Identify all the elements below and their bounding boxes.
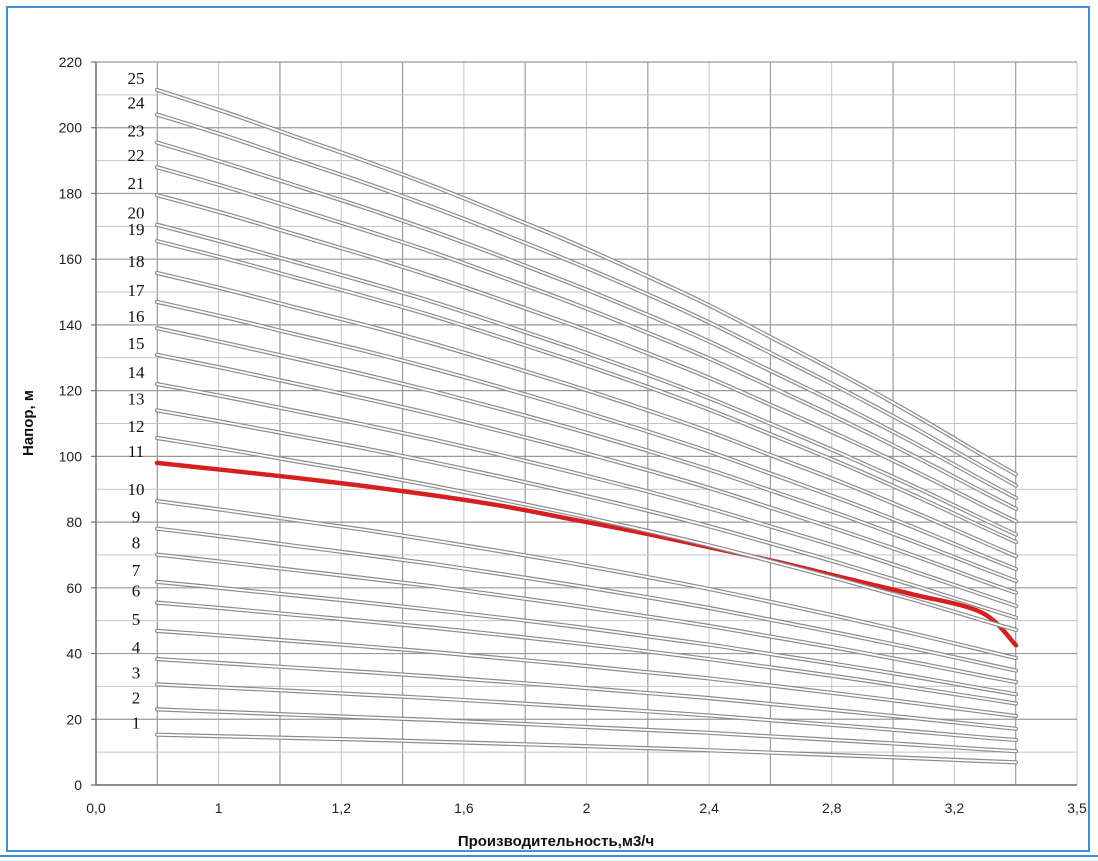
curve-20	[156, 223, 1017, 536]
x-tick-label: 2	[583, 800, 591, 816]
y-tick-label: 60	[66, 580, 82, 596]
curve-label-22: 22	[128, 146, 145, 165]
x-tick-label: 1	[215, 800, 223, 816]
curve-19	[156, 240, 1017, 543]
curve-label-10: 10	[128, 480, 145, 499]
curve-label-18: 18	[128, 252, 145, 271]
curve-label-8: 8	[132, 534, 141, 553]
y-tick-label: 80	[66, 514, 82, 530]
x-tick-label: 1,2	[332, 800, 352, 816]
curve-label-1: 1	[132, 714, 141, 733]
curve-21	[156, 194, 1017, 523]
curve-14	[156, 383, 1017, 607]
curve-13	[156, 409, 1017, 619]
curve-1	[156, 733, 1017, 764]
curve-label-12: 12	[128, 417, 145, 436]
curve-2	[156, 708, 1017, 753]
y-tick-label: 180	[59, 185, 83, 201]
curve-22	[156, 166, 1017, 510]
curve-label-23: 23	[128, 122, 145, 141]
y-tick-label: 100	[59, 448, 83, 464]
y-axis-title: Напор, м	[20, 390, 37, 456]
curve-label-24: 24	[128, 94, 146, 113]
x-tick-label: 3,5	[1067, 800, 1087, 816]
curve-23	[156, 141, 1017, 499]
curve-label-3: 3	[132, 663, 141, 682]
curve-15	[156, 353, 1017, 594]
y-tick-label: 200	[59, 120, 83, 136]
x-tick-label: 2,4	[699, 800, 719, 816]
y-tick-label: 20	[66, 711, 82, 727]
curve-5	[156, 630, 1017, 717]
x-tick-label: 2,8	[822, 800, 842, 816]
y-tick-label: 220	[59, 54, 83, 70]
curve-label-6: 6	[132, 582, 141, 601]
y-tick-label: 120	[59, 383, 83, 399]
curve-label-7: 7	[132, 561, 141, 580]
curve-7	[156, 581, 1017, 696]
curve-4	[156, 658, 1017, 730]
curve-label-15: 15	[128, 334, 145, 353]
curve-label-11: 11	[128, 442, 144, 461]
y-tick-label: 160	[59, 251, 83, 267]
curve-label-25: 25	[128, 69, 145, 88]
curve-label-19: 19	[128, 220, 145, 239]
curve-label-17: 17	[128, 281, 146, 300]
x-tick-label: 1,6	[454, 800, 474, 816]
curve-label-21: 21	[128, 174, 145, 193]
curve-18	[156, 272, 1017, 558]
curve-label-20: 20	[128, 204, 145, 223]
y-tick-label: 0	[74, 777, 82, 793]
curve-17	[156, 301, 1017, 570]
x-tick-label: 3,2	[945, 800, 965, 816]
x-tick-label: 0,0	[86, 800, 106, 816]
curve-12	[156, 437, 1017, 631]
curves	[154, 87, 1019, 765]
curve-6	[156, 601, 1017, 705]
curve-label-13: 13	[128, 389, 145, 408]
curve-3	[156, 683, 1017, 741]
y-tick-label: 40	[66, 646, 82, 662]
curve-24	[156, 113, 1017, 487]
curve-label-2: 2	[132, 688, 141, 707]
axes	[91, 61, 1077, 786]
curve-label-14: 14	[128, 363, 146, 382]
curve-8	[156, 553, 1017, 683]
curve-25	[156, 89, 1017, 476]
curve-label-9: 9	[132, 508, 141, 527]
curve-labels: 1234567891011121314151617181920212223242…	[128, 69, 146, 733]
curve-label-4: 4	[132, 638, 141, 657]
curve-label-16: 16	[128, 307, 145, 326]
curve-16	[156, 327, 1017, 582]
curve-label-5: 5	[132, 610, 141, 629]
curve-9	[156, 527, 1017, 672]
x-axis-title: Производительность,м3/ч	[458, 833, 654, 850]
y-tick-label: 140	[59, 317, 83, 333]
curve-11	[154, 460, 1019, 648]
curve-10	[156, 500, 1017, 659]
frame-bottom-border	[0, 855, 1098, 861]
